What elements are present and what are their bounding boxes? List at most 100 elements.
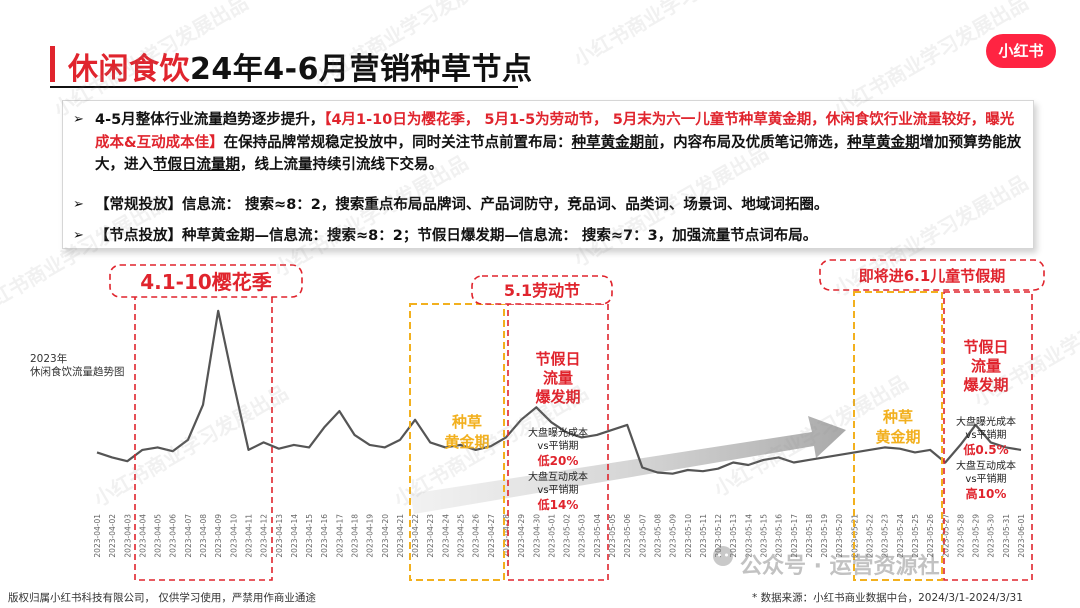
x-tick-label: 2023-05-04 — [593, 514, 602, 558]
bullet-traffic-trend: ➢ 4-5月整体行业流量趋势逐步提升，【4月1-10日为樱花季， 5月1-5为劳… — [73, 109, 1023, 177]
b3-text: 【节点投放】种草黄金期—信息流：搜索≈8：2；节假日爆发期—信息流： 搜索≈7：… — [95, 228, 818, 244]
x-tick-label: 2023-04-21 — [396, 514, 405, 558]
sakura-box — [134, 293, 273, 581]
b1-ul3: 节假日流量期 — [153, 157, 240, 173]
x-tick-label: 2023-04-11 — [245, 514, 254, 558]
copyright-note: 版权归属小红书科技有限公司， 仅供学习使用，严禁用作商业通途 — [8, 592, 316, 604]
cost4-l1: 大盘互动成本 — [956, 459, 1016, 472]
x-tick-label: 2023-05-09 — [669, 514, 678, 558]
cost1-l1: 大盘曝光成本 — [528, 426, 588, 439]
series-line — [96, 309, 1022, 475]
cost3-l1: 大盘曝光成本 — [956, 415, 1016, 428]
x-tick-label: 2023-04-27 — [487, 514, 496, 558]
x-tick-label: 2023-04-14 — [290, 514, 299, 558]
x-tick-label: 2023-05-25 — [911, 514, 920, 558]
labor-label-box — [471, 275, 613, 305]
diagonal-watermark: 小红书商业学习发展出品 — [569, 0, 773, 72]
x-tick-label: 2023-04-02 — [108, 514, 117, 558]
x-tick-label: 2023-05-03 — [578, 514, 587, 558]
b1-mid3: 增加预算势能放大，进入 — [95, 134, 1022, 174]
x-tick-label: 2023-05-08 — [654, 514, 663, 558]
x-tick-label: 2023-04-17 — [335, 514, 344, 558]
x-tick-label: 2023-05-14 — [744, 514, 753, 558]
x-tick-label: 2023-05-18 — [805, 514, 814, 558]
x-tick-label: 2023-04-15 — [305, 514, 314, 558]
x-tick-label: 2023-04-30 — [532, 514, 541, 558]
x-tick-label: 2023-05-30 — [987, 514, 996, 558]
x-tick-label: 2023-04-03 — [123, 514, 132, 558]
x-tick-label: 2023-05-29 — [972, 514, 981, 558]
b2-text: 【常规投放】信息流： 搜索≈8：2，搜索重点布局品牌词、产品词防守，竞品词、品类… — [95, 197, 829, 213]
b1-pre: 4-5月整体行业流量趋势逐步提升， — [95, 112, 325, 128]
x-tick-label: 2023-04-13 — [275, 514, 284, 558]
cost4-l3: 高10% — [966, 486, 1007, 501]
peak2-line2: 流量 — [971, 357, 1001, 375]
x-tick-label: 2023-05-17 — [790, 514, 799, 558]
golden-box-2 — [853, 291, 943, 581]
x-tick-label: 2023-05-13 — [729, 514, 738, 558]
x-tick-label: 2023-05-16 — [775, 514, 784, 558]
page-title: 休闲食饮24年4-6月营销种草节点 — [68, 44, 532, 88]
x-tick-label: 2023-05-31 — [1002, 514, 1011, 558]
x-tick-label: 2023-05-02 — [563, 514, 572, 558]
golden2-line1: 种草 — [882, 408, 913, 426]
x-tick-label: 2023-05-11 — [699, 514, 708, 558]
traffic-trend-chart: 2023年 休闲食饮流量趋势图 2023-04-01 2023-04-02 2023… — [30, 259, 1045, 581]
x-tick-label: 2023-05-24 — [896, 514, 905, 558]
data-source-note: * 数据来源：小红书商业数据中台，2024/3/1-2024/3/31 — [752, 592, 1023, 604]
b1-post: ，线上流量持续引流线下交易。 — [240, 157, 443, 173]
children-label: 即将进6.1儿童节假期 — [859, 267, 1006, 285]
x-tick-label: 2023-04-05 — [154, 514, 163, 558]
x-tick-label: 2023-04-01 — [93, 514, 102, 558]
wechat-icon — [712, 545, 734, 567]
x-tick-label: 2023-05-05 — [608, 514, 617, 558]
x-tick-label: 2023-06-01 — [1017, 514, 1026, 558]
golden1-line2: 黄金期 — [444, 433, 489, 451]
peak1-line2: 流量 — [543, 369, 573, 387]
x-tick-label: 2023-04-07 — [184, 514, 193, 558]
title-red-part: 休闲食饮 — [68, 52, 190, 87]
title-accent — [50, 46, 55, 82]
peak1-line1: 节假日 — [535, 350, 580, 368]
x-tick-label: 2023-04-18 — [351, 514, 360, 558]
x-tick-label: 2023-05-20 — [835, 514, 844, 558]
trend-arrow-shape — [410, 416, 846, 514]
b1-highlight: 【4月1-10日为樱花季， 5月1-5为劳动节， 5月末为六一儿童节种草黄金期，… — [95, 112, 1015, 151]
golden1-line1: 种草 — [451, 413, 482, 431]
peak-box-2 — [943, 291, 1033, 581]
b1-ul1: 种草黄金期前 — [571, 134, 659, 151]
x-tick-label: 2023-04-09 — [214, 514, 223, 558]
bullet-arrow-icon: ➢ — [73, 228, 84, 243]
b1-ul2: 种草黄金期 — [847, 134, 920, 151]
peak1-line3: 爆发期 — [535, 388, 580, 406]
b1-mid: 在保持品牌常规稳定投放中，同时关注节点前置布局： — [223, 134, 572, 151]
b1-mid2: ，内容布局及优质笔记筛选， — [658, 134, 848, 151]
x-tick-label: 2023-04-22 — [411, 514, 420, 558]
sakura-label-box — [109, 264, 303, 298]
golden2-line2: 黄金期 — [875, 428, 920, 446]
x-tick-label: 2023-05-19 — [820, 514, 829, 558]
title-black-part: 24年4-6月营销种草节点 — [190, 52, 533, 87]
x-tick-label: 2023-05-15 — [760, 514, 769, 558]
x-tick-label: 2023-05-07 — [638, 514, 647, 558]
x-tick-label: 2023-04-25 — [457, 514, 466, 558]
x-tick-label: 2023-05-06 — [623, 514, 632, 558]
labor-label: 5.1劳动节 — [504, 281, 580, 300]
x-tick-label: 2023-04-12 — [260, 514, 269, 558]
cost3-l3: 低0.5% — [962, 442, 1008, 457]
cost2-l3: 低14% — [537, 497, 579, 512]
cost1-l3: 低20% — [537, 453, 579, 468]
x-tick-label: 2023-05-27 — [941, 514, 950, 558]
x-tick-label: 2023-04-24 — [441, 514, 450, 558]
cost1-l2: vs平销期 — [537, 439, 578, 452]
x-tick-label: 2023-04-04 — [138, 514, 147, 558]
chart-title-line2: 休闲食饮流量趋势图 — [30, 365, 125, 378]
sakura-label: 4.1-10樱花季 — [140, 270, 272, 294]
xiaohongshu-logo: 小红书 — [986, 34, 1056, 68]
peak2-line3: 爆发期 — [963, 376, 1008, 394]
x-tick-label: 2023-05-23 — [881, 514, 890, 558]
x-tick-label: 2023-04-28 — [502, 514, 511, 558]
x-tick-label: 2023-05-26 — [926, 514, 935, 558]
cost3-l2: vs平销期 — [965, 428, 1006, 441]
x-tick-label: 2023-05-12 — [714, 514, 723, 558]
